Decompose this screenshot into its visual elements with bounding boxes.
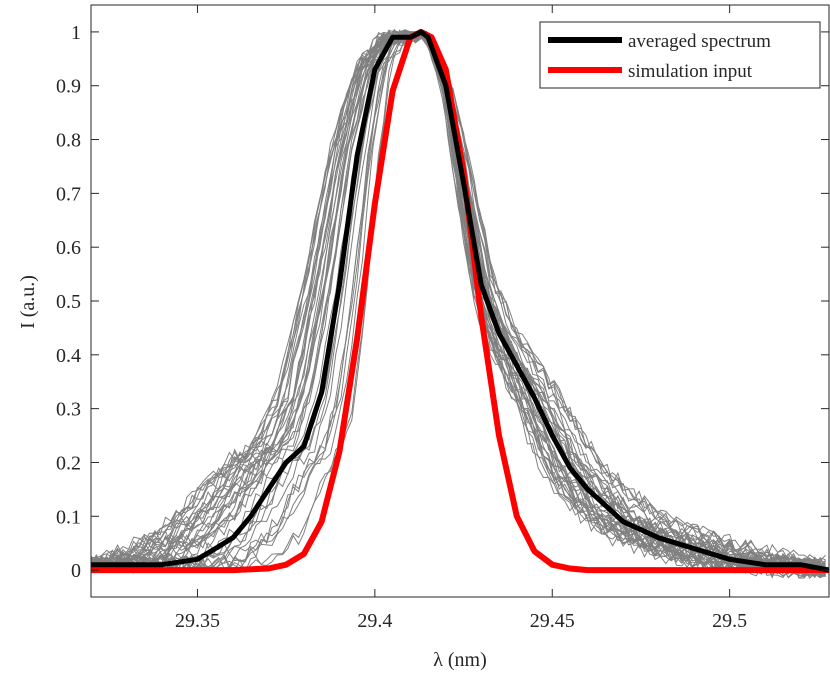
y-tick-label: 0.7	[56, 183, 81, 205]
y-tick-label: 1	[71, 22, 81, 44]
y-tick-label: 0.2	[56, 452, 81, 474]
x-axis-label: λ (nm)	[433, 649, 487, 671]
x-tick-label: 29.5	[712, 610, 747, 632]
y-tick-label: 0	[71, 560, 81, 582]
ticks: 29.35 29.4 29.45 29.5 0 0.1 0.2 0.3 0.4 0.5 0.6 0.7…	[56, 5, 829, 632]
individual-spectra-group	[90, 28, 826, 579]
y-axis-label: I (a.u.)	[17, 275, 39, 329]
x-tick-label: 29.35	[175, 610, 220, 632]
legend-box	[539, 21, 821, 89]
y-tick-label: 0.5	[56, 291, 81, 313]
axes	[90, 4, 830, 598]
y-tick-label: 0.1	[56, 506, 81, 528]
y-tick-label: 0.4	[56, 345, 81, 367]
y-tick-label: 0.3	[56, 399, 81, 421]
y-tick-label: 0.8	[56, 130, 81, 152]
y-tick-label: 0.6	[56, 237, 81, 259]
y-tick-label: 0.9	[56, 76, 81, 98]
legend-label-simulation: simulation input	[628, 61, 753, 82]
individual-spectrum-line	[90, 30, 826, 574]
individual-spectrum-line	[90, 31, 826, 578]
series-group	[91, 28, 830, 574]
individual-spectrum-line	[90, 29, 826, 570]
plot-frame	[90, 4, 830, 598]
legend: averaged spectrum simulation input	[539, 21, 821, 89]
x-tick-label: 29.4	[357, 610, 392, 632]
averaged-spectrum-line	[91, 29, 830, 573]
legend-label-averaged: averaged spectrum	[628, 31, 771, 52]
x-tick-label: 29.45	[530, 610, 575, 632]
